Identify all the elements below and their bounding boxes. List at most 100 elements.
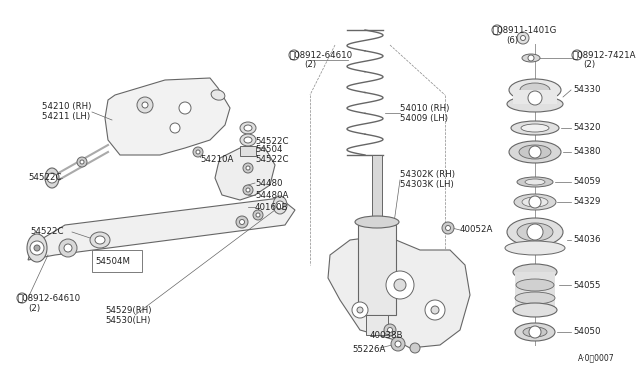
Ellipse shape — [515, 292, 555, 304]
Polygon shape — [28, 198, 295, 260]
Text: 54050: 54050 — [573, 327, 600, 337]
Text: 54059: 54059 — [573, 177, 600, 186]
Text: 54522C: 54522C — [255, 138, 289, 147]
Circle shape — [236, 216, 248, 228]
Ellipse shape — [514, 194, 556, 210]
Ellipse shape — [240, 122, 256, 134]
Circle shape — [572, 50, 582, 60]
Circle shape — [527, 224, 543, 240]
Circle shape — [528, 55, 534, 61]
Bar — [372, 155, 382, 225]
Ellipse shape — [522, 197, 548, 207]
Ellipse shape — [244, 125, 252, 131]
Circle shape — [77, 157, 87, 167]
Text: 54522C: 54522C — [28, 173, 61, 183]
Circle shape — [520, 35, 525, 41]
Circle shape — [256, 213, 260, 217]
Text: ⓝ08911-1401G: ⓝ08911-1401G — [493, 26, 557, 35]
Ellipse shape — [513, 303, 557, 317]
Circle shape — [529, 326, 541, 338]
Text: 54010 (RH): 54010 (RH) — [400, 103, 449, 112]
Circle shape — [137, 97, 153, 113]
Ellipse shape — [95, 236, 105, 244]
Circle shape — [394, 279, 406, 291]
Ellipse shape — [515, 323, 555, 341]
Circle shape — [179, 102, 191, 114]
Text: 54530(LH): 54530(LH) — [105, 315, 150, 324]
Text: 54380: 54380 — [573, 148, 600, 157]
Text: 55226A: 55226A — [352, 346, 385, 355]
Bar — [92, 250, 142, 272]
Circle shape — [17, 293, 27, 303]
Text: (2): (2) — [583, 61, 595, 70]
Circle shape — [289, 50, 299, 60]
Text: A·0＊0007: A·0＊0007 — [579, 353, 615, 362]
Ellipse shape — [521, 124, 549, 132]
Text: 40160B: 40160B — [255, 202, 289, 212]
Circle shape — [142, 102, 148, 108]
Text: 54303K (LH): 54303K (LH) — [400, 180, 454, 189]
Circle shape — [47, 173, 57, 183]
Text: 54210 (RH): 54210 (RH) — [42, 103, 92, 112]
Circle shape — [80, 160, 84, 164]
Ellipse shape — [509, 141, 561, 163]
Text: (2): (2) — [304, 61, 316, 70]
Circle shape — [170, 123, 180, 133]
Text: 54522C: 54522C — [30, 228, 63, 237]
Text: 54009 (LH): 54009 (LH) — [400, 113, 448, 122]
Text: 54480: 54480 — [255, 179, 282, 187]
Circle shape — [246, 188, 250, 192]
Circle shape — [528, 91, 542, 105]
Circle shape — [391, 337, 405, 351]
Circle shape — [517, 32, 529, 44]
Circle shape — [529, 146, 541, 158]
Circle shape — [395, 341, 401, 347]
Text: (2): (2) — [28, 304, 40, 312]
Circle shape — [410, 343, 420, 353]
Circle shape — [59, 239, 77, 257]
Circle shape — [425, 300, 445, 320]
Ellipse shape — [273, 196, 287, 214]
Text: 54329: 54329 — [573, 198, 600, 206]
Ellipse shape — [511, 121, 559, 135]
Polygon shape — [328, 238, 470, 348]
Text: ⓝ08912-7421A: ⓝ08912-7421A — [573, 51, 637, 60]
Circle shape — [492, 25, 502, 35]
Ellipse shape — [523, 327, 547, 337]
Text: ⓝ08912-64610: ⓝ08912-64610 — [18, 294, 81, 302]
Ellipse shape — [45, 168, 59, 188]
Text: 54480A: 54480A — [255, 190, 289, 199]
Text: 54320: 54320 — [573, 124, 600, 132]
Circle shape — [64, 244, 72, 252]
Ellipse shape — [517, 177, 553, 187]
Circle shape — [276, 201, 284, 209]
Ellipse shape — [513, 264, 557, 280]
Circle shape — [431, 306, 439, 314]
Ellipse shape — [90, 232, 110, 248]
Circle shape — [386, 271, 414, 299]
Ellipse shape — [244, 137, 252, 143]
Circle shape — [246, 166, 250, 170]
Circle shape — [445, 225, 451, 231]
Circle shape — [34, 245, 40, 251]
Text: 54055: 54055 — [573, 280, 600, 289]
Circle shape — [243, 163, 253, 173]
Text: (6): (6) — [506, 35, 518, 45]
Circle shape — [239, 219, 244, 224]
Ellipse shape — [509, 79, 561, 101]
Ellipse shape — [355, 216, 399, 228]
Text: 54330: 54330 — [573, 86, 600, 94]
Circle shape — [384, 324, 396, 336]
Text: 54529(RH): 54529(RH) — [105, 305, 152, 314]
Circle shape — [529, 196, 541, 208]
Text: 54504: 54504 — [255, 145, 282, 154]
Ellipse shape — [507, 218, 563, 246]
Text: 54036: 54036 — [573, 235, 600, 244]
Circle shape — [387, 327, 392, 333]
Circle shape — [352, 302, 368, 318]
Ellipse shape — [27, 234, 47, 262]
Text: 54504M: 54504M — [95, 257, 130, 266]
Text: 54211 (LH): 54211 (LH) — [42, 112, 90, 122]
Circle shape — [196, 150, 200, 154]
Text: 54522C: 54522C — [255, 155, 289, 164]
